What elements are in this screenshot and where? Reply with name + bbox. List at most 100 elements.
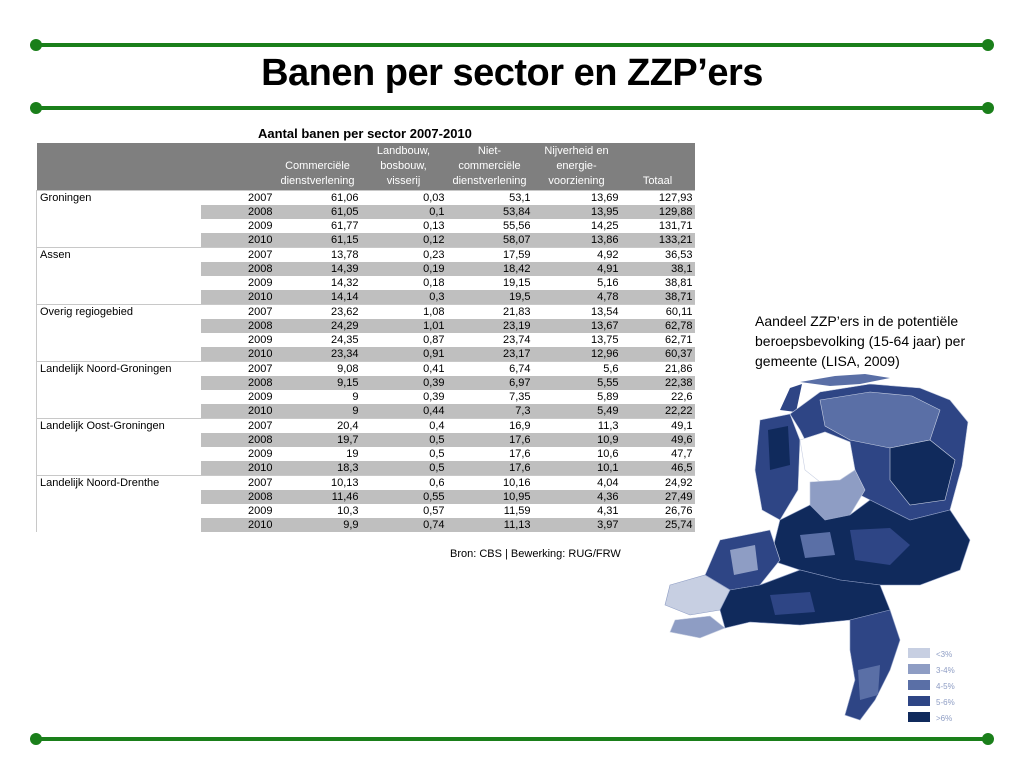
noncommercial-cell: 11,59	[503, 505, 531, 517]
year-cell: 2010	[200, 518, 275, 532]
industry-cell: 4,31	[597, 505, 619, 517]
header-year	[200, 143, 275, 191]
industry-cell: 5,6	[532, 361, 621, 376]
map-caption: Aandeel ZZP’ers in de potentiële beroeps…	[755, 313, 966, 369]
industry-cell: 13,75	[590, 334, 619, 346]
year-cell: 2007	[200, 475, 275, 490]
total-cell: 38,71	[620, 290, 695, 305]
year-cell: 2007	[200, 247, 275, 262]
commercial-cell: 14,39	[274, 262, 361, 276]
year-cell: 2009	[248, 334, 273, 346]
commercial-cell: 11,46	[274, 490, 361, 504]
legend-label: 3-4%	[936, 666, 955, 675]
noncommercial-cell: 19,15	[502, 277, 531, 289]
commercial-cell: 24,35	[330, 334, 359, 346]
bottom-rule	[30, 733, 994, 745]
noncommercial-cell: 7,3	[446, 404, 533, 419]
total-cell: 133,21	[620, 233, 695, 248]
noncommercial-cell: 23,74	[502, 334, 531, 346]
total-cell: 27,49	[620, 490, 695, 504]
industry-cell: 4,04	[532, 475, 621, 490]
noncommercial-cell: 17,59	[446, 247, 533, 262]
total-cell: 26,76	[664, 505, 693, 517]
commercial-cell: 23,62	[274, 304, 361, 319]
total-cell: 62,78	[620, 319, 695, 333]
table-row: 2008 11,46 0,55 10,95 4,36 27,49	[37, 490, 695, 504]
industry-cell: 4,78	[532, 290, 621, 305]
noncommercial-cell: 17,6	[446, 433, 533, 447]
table-row: 2010 9 0,44 7,3 5,49 22,22	[37, 404, 695, 419]
year-cell: 2007	[200, 361, 275, 376]
agriculture-cell: 0,55	[360, 490, 447, 504]
agriculture-cell: 0,12	[360, 233, 447, 248]
top-rule	[30, 39, 994, 51]
year-cell: 2008	[200, 205, 275, 219]
industry-cell: 4,36	[532, 490, 621, 504]
jobs-table: Commerciële dienstverlening Landbouw, bo…	[36, 143, 695, 532]
noncommercial-cell: 21,83	[446, 304, 533, 319]
total-cell: 60,11	[620, 304, 695, 319]
map-legend: <3% 3-4% 4-5% 5-6% >6%	[908, 648, 955, 723]
commercial-cell: 9,15	[274, 376, 361, 390]
agriculture-cell: 0,19	[360, 262, 447, 276]
agriculture-cell: 0,03	[360, 190, 447, 205]
total-cell: 22,6	[671, 391, 693, 403]
table-row: 2009 14,32 0,18 19,15 5,16 38,81	[37, 276, 695, 290]
title-rule	[30, 102, 994, 114]
total-cell: 22,38	[620, 376, 695, 390]
industry-cell: 10,6	[597, 448, 619, 460]
noncommercial-cell: 58,07	[446, 233, 533, 248]
header-region	[36, 143, 201, 191]
year-cell: 2007	[200, 304, 275, 319]
agriculture-cell: 0,23	[360, 247, 447, 262]
noncommercial-cell: 55,56	[502, 220, 531, 232]
table-source: Bron: CBS | Bewerking: RUG/FRW	[450, 548, 621, 560]
commercial-cell: 18,3	[274, 461, 361, 476]
year-cell: 2010	[200, 404, 275, 419]
table-row: 2009 19 0,5 17,6 10,6 47,7	[37, 447, 695, 461]
page-title: Banen per sector en ZZP’ers	[261, 52, 763, 94]
agriculture-cell: 0,5	[429, 448, 445, 460]
total-cell: 60,37	[620, 347, 695, 362]
total-cell: 129,88	[620, 205, 695, 219]
total-cell: 24,92	[620, 475, 695, 490]
commercial-cell: 14,32	[330, 277, 359, 289]
agriculture-cell: 0,57	[423, 505, 445, 517]
agriculture-cell: 0,13	[423, 220, 445, 232]
region-label: Assen	[36, 247, 201, 305]
total-cell: 47,7	[671, 448, 693, 460]
table-row: 2010 23,34 0,91 23,17 12,96 60,37	[37, 347, 695, 362]
agriculture-cell: 0,1	[360, 205, 447, 219]
header-agriculture: Landbouw, bosbouw, visserij	[360, 143, 447, 191]
industry-cell: 13,54	[532, 304, 621, 319]
noncommercial-cell: 19,5	[446, 290, 533, 305]
table-row: Landelijk Oost-Groningen 2007 20,4 0,4 16,9 1…	[36, 418, 695, 476]
table-row: Landelijk Noord-Drenthe 2007 10,13 0,6 10,16…	[36, 475, 695, 532]
agriculture-cell: 0,5	[360, 461, 447, 476]
table-row: 2010 18,3 0,5 17,6 10,1 46,5	[37, 461, 695, 476]
legend-label: 5-6%	[936, 698, 955, 707]
agriculture-cell: 0,87	[423, 334, 445, 346]
commercial-cell: 9	[352, 391, 359, 403]
table-row: 2009 61,77 0,13 55,56 14,25 131,71	[37, 219, 695, 233]
industry-cell: 4,92	[532, 247, 621, 262]
industry-cell: 14,25	[590, 220, 619, 232]
total-cell: 25,74	[620, 518, 695, 532]
agriculture-cell: 0,44	[360, 404, 447, 419]
commercial-cell: 19,7	[274, 433, 361, 447]
noncommercial-cell: 6,97	[446, 376, 533, 390]
year-cell: 2009	[248, 220, 273, 232]
region-label: Landelijk Noord-Groningen	[36, 361, 201, 419]
year-cell: 2007	[200, 190, 275, 205]
commercial-cell: 20,4	[274, 418, 361, 433]
table-row: Overig regiogebied 2007 23,62 1,08 21,83 13,5…	[36, 304, 695, 362]
industry-cell: 5,16	[597, 277, 619, 289]
table-row: 2008 61,05 0,1 53,84 13,95 129,88	[37, 205, 695, 219]
table-row: 2010 61,15 0,12 58,07 13,86 133,21	[37, 233, 695, 248]
industry-cell: 5,49	[532, 404, 621, 419]
total-cell: 36,53	[620, 247, 695, 262]
total-cell: 131,71	[658, 220, 693, 232]
noncommercial-cell: 10,16	[446, 475, 533, 490]
table-row: Assen 2007 13,78 0,23 17,59 4,92 36,53	[36, 247, 695, 305]
legend-swatch	[908, 680, 930, 690]
